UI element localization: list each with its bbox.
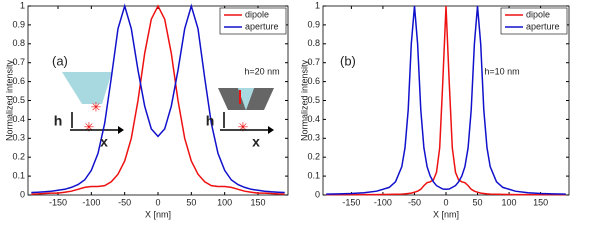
legend-label: dipole <box>526 9 550 19</box>
y-tick-label: 0.2 <box>12 152 25 162</box>
x-tick-label: -100 <box>374 197 392 207</box>
x-tick-label: 50 <box>186 197 196 207</box>
plot-frame <box>322 5 570 196</box>
inset-a-left: ✳ ✳ <box>62 72 124 134</box>
x-tick-label: 0 <box>155 197 160 207</box>
y-tick-label: 0.7 <box>12 57 25 67</box>
emitter-icon: ✳ <box>91 99 102 114</box>
y-tick-label: 0.7 <box>307 57 320 67</box>
x-tick-label: 0 <box>443 197 448 207</box>
emitter-icon: ✳ <box>238 119 249 134</box>
x-axis-label: X [nm] <box>145 209 171 219</box>
series-line <box>326 5 566 195</box>
legend-label: aperture <box>526 21 560 31</box>
x-tick-label: 100 <box>502 197 517 207</box>
annotation: x <box>100 134 108 150</box>
y-tick-label: 0.9 <box>12 19 25 29</box>
legend-label: dipole <box>245 9 269 19</box>
annotation: h <box>54 113 63 129</box>
y-tick-label: 0.3 <box>307 133 320 143</box>
x-tick-label: 50 <box>473 197 483 207</box>
x-axis-label: X [nm] <box>433 209 459 219</box>
y-tick-label: 0.1 <box>307 170 320 180</box>
y-tick-label: 0 <box>20 189 25 199</box>
x-tick-label: 150 <box>533 197 548 207</box>
y-tick-label: 0.1 <box>12 170 25 180</box>
x-tick-label: 100 <box>217 197 232 207</box>
y-axis-label: Normalized intensity <box>4 59 14 141</box>
y-tick-label: 1 <box>20 0 25 10</box>
x-tick-label: -100 <box>82 197 100 207</box>
series-line <box>31 3 285 194</box>
y-tick-label: 1 <box>315 0 320 10</box>
x-tick-label: -50 <box>408 197 421 207</box>
annotation: h <box>206 113 215 129</box>
series-line <box>326 5 566 196</box>
y-tick-label: 0.3 <box>12 133 25 143</box>
x-tick-label: -50 <box>118 197 131 207</box>
screen <box>246 88 274 110</box>
annotation: h=10 nm <box>484 66 519 76</box>
y-tick-label: 0.4 <box>307 114 320 124</box>
panel: 0 0.1 0.2 0.3 0.4 0.5 0.6 0.7 0.8 0.9 1 -150 -100 -50… <box>299 0 570 219</box>
aperture-hole <box>238 88 254 110</box>
y-tick-label: 0.4 <box>12 114 25 124</box>
x-tick-label: -150 <box>342 197 360 207</box>
annotation: (a) <box>52 53 68 68</box>
emitter-icon: ✳ <box>84 119 95 134</box>
y-tick-label: 0.9 <box>307 19 320 29</box>
annotation: h=20 nm <box>244 66 279 76</box>
y-axis-label: Normalized intensity <box>299 59 309 141</box>
legend-box <box>219 7 287 35</box>
y-tick-label: 0.2 <box>307 152 320 162</box>
annotation: (b) <box>340 53 356 68</box>
probe-tip <box>62 72 112 104</box>
y-tick-label: 0 <box>315 189 320 199</box>
y-tick-label: 0.6 <box>12 76 25 86</box>
inset-a-right: ✳ <box>218 88 274 134</box>
y-tick-label: 0.6 <box>307 76 320 86</box>
x-tick-label: 150 <box>250 197 265 207</box>
legend-label: aperture <box>245 21 279 31</box>
arrow-head <box>268 126 274 134</box>
legend-box <box>500 7 568 35</box>
arrow-head <box>118 126 124 134</box>
x-tick-label: -150 <box>49 197 67 207</box>
y-tick-label: 0.8 <box>307 38 320 48</box>
y-tick-label: 0.5 <box>307 95 320 105</box>
series-line <box>31 4 285 195</box>
y-tick-label: 0.5 <box>12 95 25 105</box>
y-tick-label: 0.8 <box>12 38 25 48</box>
panel: 0 0.1 0.2 0.3 0.4 0.5 0.6 0.7 0.8 0.9 1 -150 -100 -50… <box>4 0 289 219</box>
annotation: x <box>252 134 260 150</box>
